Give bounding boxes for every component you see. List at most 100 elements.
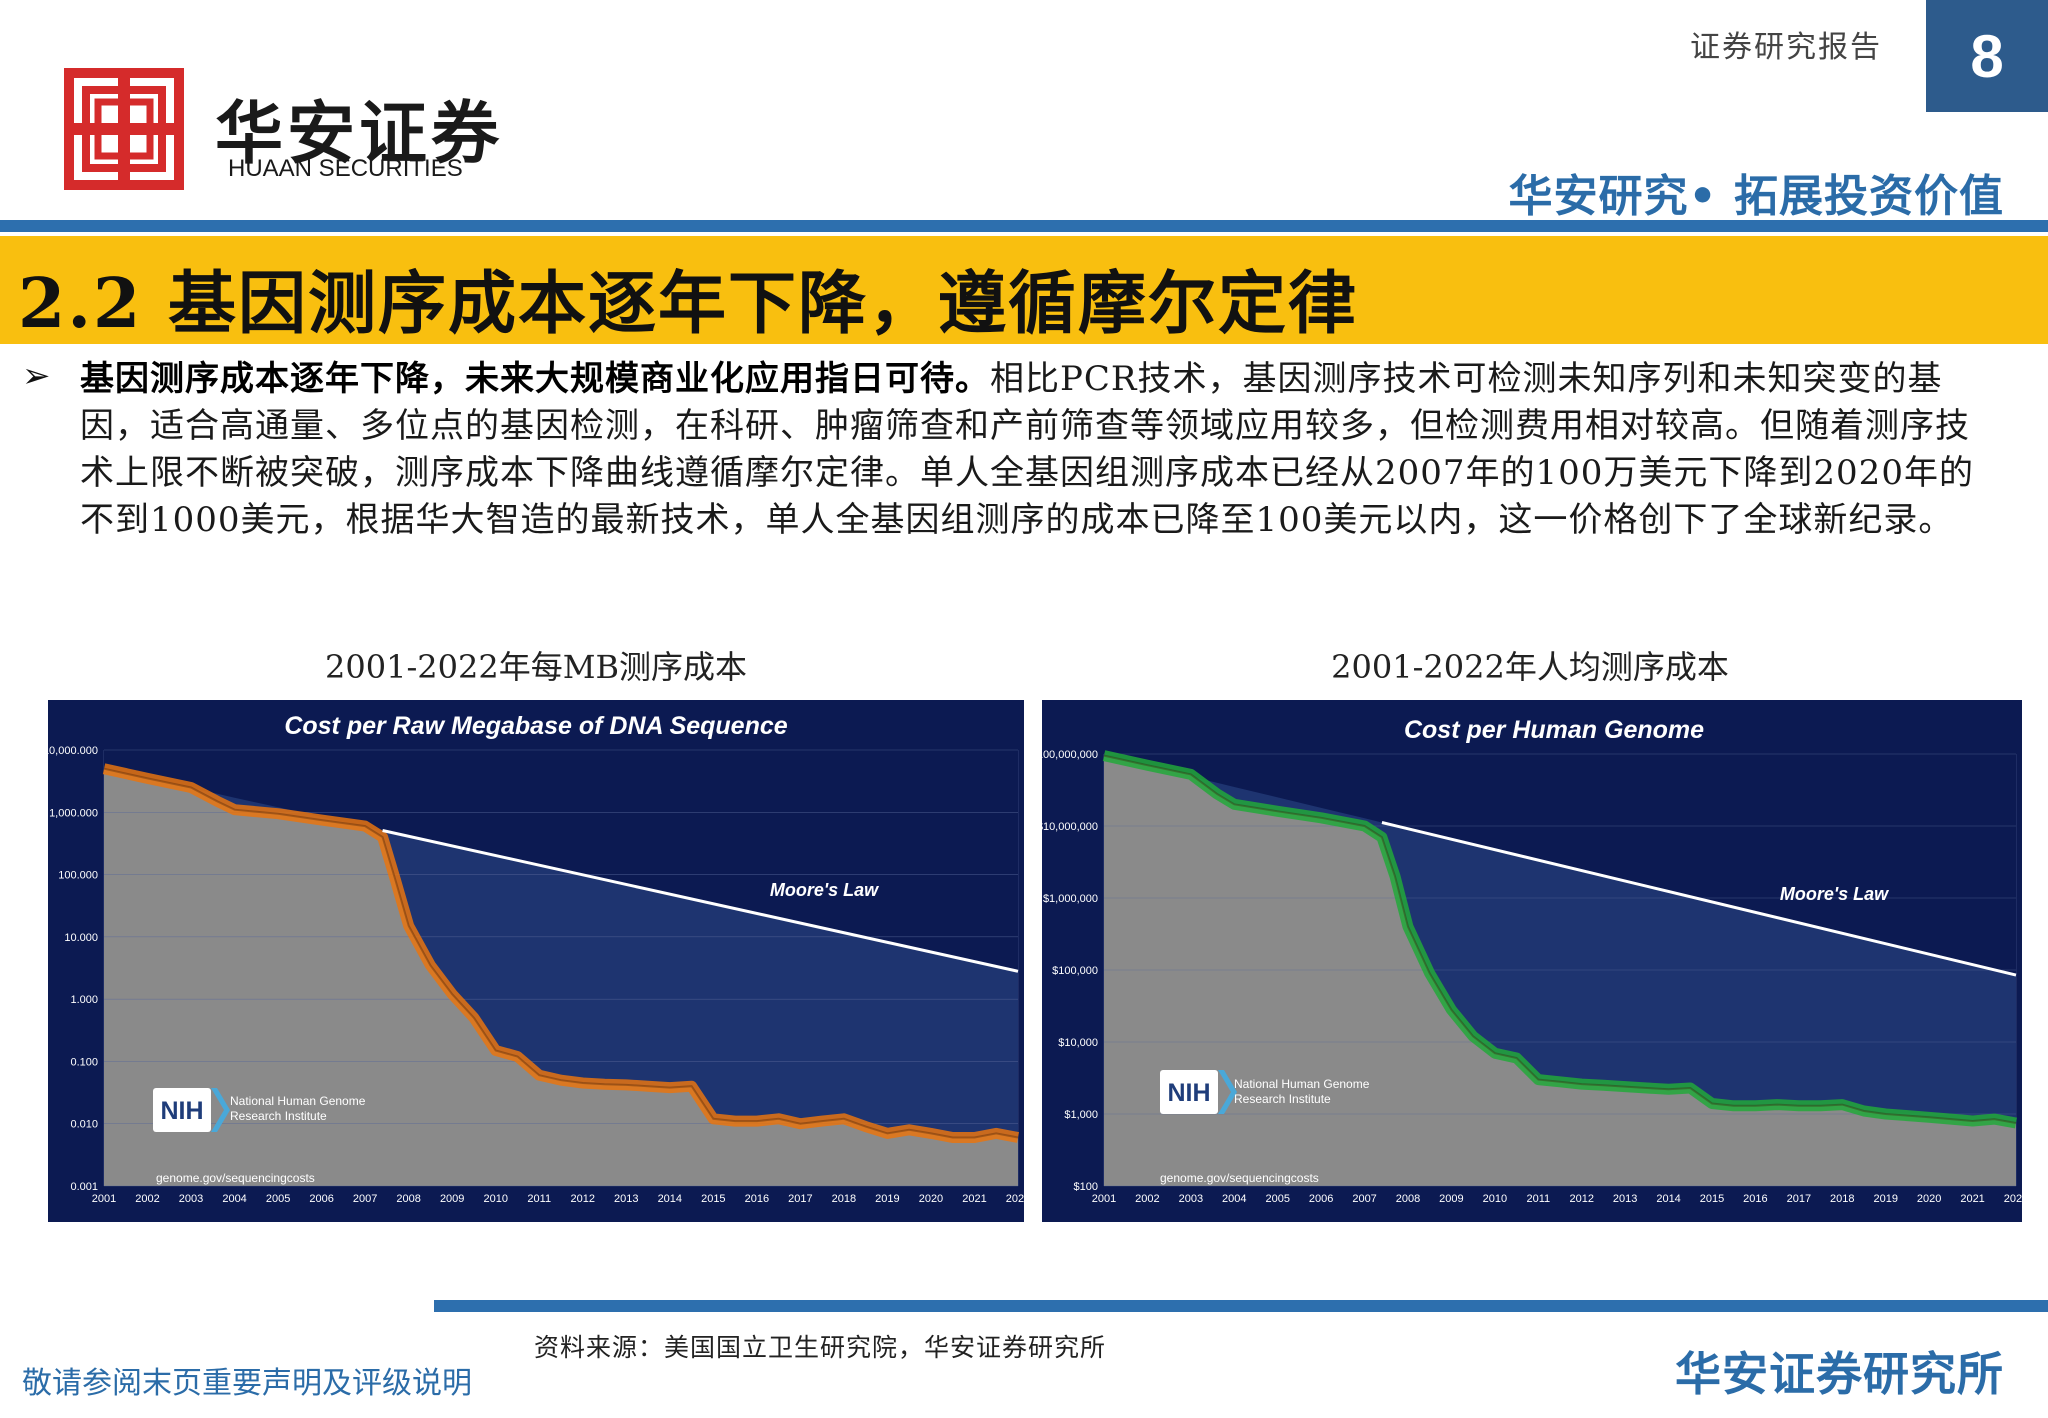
y-tick-label: 0.010	[70, 1119, 98, 1131]
chart-source-url: genome.gov/sequencingcosts	[1160, 1171, 1319, 1185]
x-tick-label: 2001	[1092, 1193, 1116, 1205]
x-tick-label: 2019	[875, 1193, 899, 1205]
moore-law-line	[1381, 821, 2017, 977]
y-tick-label: $1,000	[1064, 1109, 1098, 1121]
nih-abbr: NIH	[1167, 1079, 1210, 1107]
x-tick-label: 2008	[1396, 1193, 1420, 1205]
x-tick-label: 2007	[353, 1193, 377, 1205]
x-tick-label: 2009	[440, 1193, 464, 1205]
logo-english-name: HUAAN SECURITIES	[228, 155, 463, 182]
x-tick-label: 2002	[1135, 1193, 1159, 1205]
right-chart-caption: 2001-2022年人均测序成本	[1331, 648, 1729, 686]
x-tick-label: 2021	[962, 1193, 986, 1205]
body-paragraph: 基因测序成本逐年下降，未来大规模商业化应用指日可待。相比PCR技术，基因测序技术…	[80, 356, 2002, 544]
nih-abbr: NIH	[160, 1097, 203, 1125]
header-divider	[0, 220, 2048, 232]
y-tick-label: 10.000	[64, 932, 98, 944]
x-tick-label: 2005	[266, 1193, 290, 1205]
cost-series-edge	[1103, 754, 2017, 1124]
x-tick-label: 2005	[1265, 1193, 1289, 1205]
institute-name: 华安证券研究所	[1675, 1347, 2004, 1401]
x-tick-label: 2007	[1352, 1193, 1376, 1205]
x-tick-label: 2018	[1830, 1193, 1854, 1205]
x-tick-label: 2003	[1179, 1193, 1203, 1205]
cost-series-line	[1102, 750, 2017, 1129]
nih-name-line2: Research Institute	[230, 1109, 327, 1123]
chart-source-url: genome.gov/sequencingcosts	[156, 1171, 315, 1185]
left-chart-caption: 2001-2022年每MB测序成本	[325, 648, 747, 686]
x-tick-label: 2006	[1309, 1193, 1333, 1205]
x-tick-label: 2003	[179, 1193, 203, 1205]
x-tick-label: 2022	[2004, 1193, 2022, 1205]
x-tick-label: 2016	[745, 1193, 769, 1205]
y-tick-label: 100.000	[58, 870, 98, 882]
nih-badge: NIH National Human Genome Research Insti…	[1160, 1070, 1370, 1114]
body-lead-sentence: 基因测序成本逐年下降，未来大规模商业化应用指日可待。	[80, 359, 990, 399]
x-tick-label: 2014	[658, 1193, 682, 1205]
x-tick-label: 2013	[1613, 1193, 1637, 1205]
footer-divider	[434, 1300, 2048, 1312]
x-tick-label: 2006	[309, 1193, 333, 1205]
y-tick-label: $10,000	[1058, 1037, 1098, 1049]
data-source-note: 资料来源：美国国立卫生研究院，华安证券研究所	[534, 1333, 1107, 1362]
right-chart: Cost per Human Genome $100,000,000 $10,00…	[1031, 700, 2029, 1222]
x-tick-label: 2015	[1700, 1193, 1724, 1205]
x-tick-label: 2015	[701, 1193, 725, 1205]
cost-area	[104, 768, 1018, 1186]
chart-title: Cost per Human Genome	[1404, 716, 1704, 744]
x-tick-label: 2010	[1483, 1193, 1507, 1205]
chart-title: Cost per Raw Megabase of DNA Sequence	[284, 712, 787, 740]
gap-region	[1104, 755, 2016, 1123]
y-tick-label: 0.100	[70, 1056, 98, 1068]
section-title-bar	[0, 236, 2048, 344]
cost-series-line	[102, 763, 1020, 1143]
x-tick-label: 2004	[222, 1193, 246, 1205]
section-title: 2.2 基因测序成本逐年下降，遵循摩尔定律	[18, 264, 1358, 344]
logo-chinese-name: 华安证券	[215, 94, 504, 174]
y-tick-label: $100,000	[1052, 965, 1098, 977]
x-tick-label: 2010	[483, 1193, 507, 1205]
x-tick-label: 2004	[1222, 1193, 1246, 1205]
x-tick-label: 2017	[1787, 1193, 1811, 1205]
x-tick-label: 2021	[1960, 1193, 1984, 1205]
moore-law-label: Moore's Law	[770, 880, 879, 900]
y-tick-label: $10,000,000	[1042, 821, 1098, 833]
moore-law-line	[382, 829, 1019, 973]
x-tick-label: 2019	[1873, 1193, 1897, 1205]
x-tick-label: 2022	[1006, 1193, 1024, 1205]
report-type-label: 证券研究报告	[1690, 30, 1882, 65]
x-tick-label: 2013	[614, 1193, 638, 1205]
bullet-marker: ➢	[22, 356, 51, 396]
x-tick-label: 2012	[571, 1193, 595, 1205]
x-tick-label: 2017	[788, 1193, 812, 1205]
right-chart-svg: Cost per Human Genome $100,000,000 $10,00…	[1031, 716, 2029, 1205]
y-tick-label: 10,000.000	[48, 745, 98, 757]
header-slogan: 华安研究• 拓展投资价值	[1508, 171, 2004, 222]
x-tick-label: 2020	[919, 1193, 943, 1205]
body-text: 相比PCR技术，基因测序技术可检测未知序列和未知突变的基因，适合高通量、多位点的…	[80, 359, 1974, 540]
x-tick-label: 2011	[527, 1193, 551, 1205]
x-tick-label: 2002	[135, 1193, 159, 1205]
nih-name-line1: National Human Genome	[230, 1094, 366, 1108]
y-tick-label: $100,000,000	[1042, 749, 1098, 761]
y-tick-label: $1,000,000	[1043, 893, 1098, 905]
gap-region	[104, 768, 1018, 1138]
cost-area	[1104, 755, 2016, 1186]
x-tick-label: 2012	[1569, 1193, 1593, 1205]
cost-series-edge	[103, 767, 1019, 1139]
x-tick-label: 2009	[1439, 1193, 1463, 1205]
left-chart-svg: Cost per Raw Megabase of DNA Sequence 10…	[43, 712, 1030, 1205]
moore-law-label: Moore's Law	[1780, 884, 1889, 904]
y-tick-label: 0.001	[70, 1181, 98, 1193]
x-tick-label: 2018	[832, 1193, 856, 1205]
x-tick-label: 2011	[1526, 1193, 1550, 1205]
disclaimer-link[interactable]: 敬请参阅末页重要声明及评级说明	[22, 1366, 472, 1401]
x-tick-label: 2016	[1743, 1193, 1767, 1205]
nih-badge: NIH National Human Genome Research Insti…	[153, 1088, 366, 1132]
y-tick-label: $100	[1074, 1181, 1098, 1193]
y-tick-label: 1,000.000	[49, 807, 98, 819]
nih-name-line1: National Human Genome	[1234, 1077, 1370, 1091]
company-logo	[64, 68, 184, 190]
nih-name-line2: Research Institute	[1234, 1092, 1331, 1106]
page-number: 8	[1926, 0, 2048, 112]
